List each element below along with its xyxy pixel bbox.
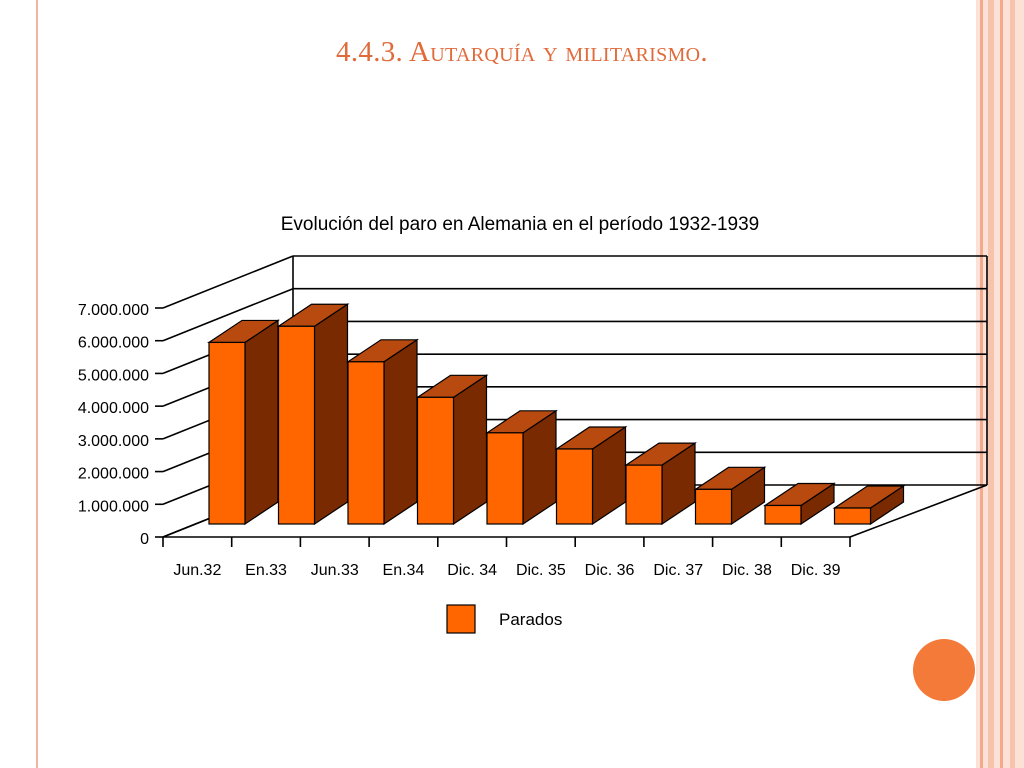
- stripe-1: [980, 0, 983, 768]
- grid-side-line: [162, 287, 294, 342]
- stripe-2: [988, 0, 994, 768]
- x-tick-label: En.34: [383, 562, 425, 579]
- bar: [486, 432, 524, 525]
- bar-side: [383, 338, 418, 526]
- y-tick-label: 2.000.000: [78, 466, 149, 483]
- y-tick-label: 5.000.000: [78, 367, 149, 384]
- y-tick-label: 4.000.000: [78, 400, 149, 417]
- x-tick-label: Jun.32: [173, 562, 221, 579]
- bar: [694, 488, 733, 525]
- x-tick-label: Jun.33: [311, 562, 359, 579]
- left-decorative-rule: [36, 0, 38, 768]
- legend-swatch: [446, 604, 476, 634]
- y-tick-label: 3.000.000: [78, 433, 149, 450]
- legend-label: Parados: [499, 610, 562, 629]
- bar: [208, 341, 246, 525]
- bar-side: [244, 319, 279, 526]
- bar-side: [452, 374, 488, 526]
- x-tick-label: Dic. 35: [516, 562, 566, 579]
- y-tick-label: 6.000.000: [78, 335, 149, 352]
- right-decorative-stripes: [976, 0, 1024, 768]
- y-tick-label: 1.000.000: [78, 498, 149, 515]
- y-tick-label: 0: [140, 531, 149, 548]
- bar: [555, 448, 594, 525]
- stripe-4: [1010, 0, 1015, 768]
- bar: [625, 464, 663, 525]
- grid-side-line: [162, 255, 294, 309]
- bar: [764, 504, 802, 525]
- floor-right-edge: [849, 484, 988, 538]
- slide-title: 4.4.3. Autarquía y militarismo.: [336, 36, 708, 68]
- bar: [277, 325, 316, 525]
- stripe-3: [1000, 0, 1003, 768]
- x-tick-label: Dic. 36: [585, 562, 635, 579]
- x-tick-label: Dic. 34: [447, 562, 497, 579]
- x-tick-label: Dic. 38: [722, 562, 772, 579]
- bar-side: [313, 303, 349, 526]
- bar: [833, 507, 872, 525]
- bar: [416, 396, 455, 525]
- x-tick-label: Dic. 37: [653, 562, 703, 579]
- chart-title: Evolución del paro en Alemania en el per…: [280, 214, 760, 235]
- x-tick-label: En.33: [245, 562, 287, 579]
- bar: [347, 361, 385, 525]
- x-tick-label: Dic. 39: [791, 562, 841, 579]
- accent-circle: [913, 639, 975, 701]
- y-tick-label: 7.000.000: [78, 302, 149, 319]
